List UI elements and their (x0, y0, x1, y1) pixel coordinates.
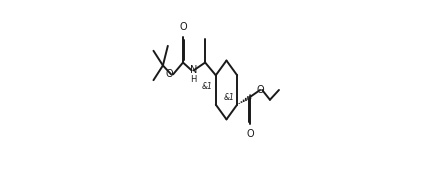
Text: O: O (166, 69, 173, 79)
Text: N: N (190, 65, 198, 75)
Text: O: O (179, 22, 187, 32)
Text: O: O (256, 85, 264, 95)
Text: &1: &1 (224, 93, 235, 102)
Text: O: O (247, 129, 254, 139)
Text: H: H (190, 75, 197, 84)
Text: &1: &1 (201, 82, 212, 91)
